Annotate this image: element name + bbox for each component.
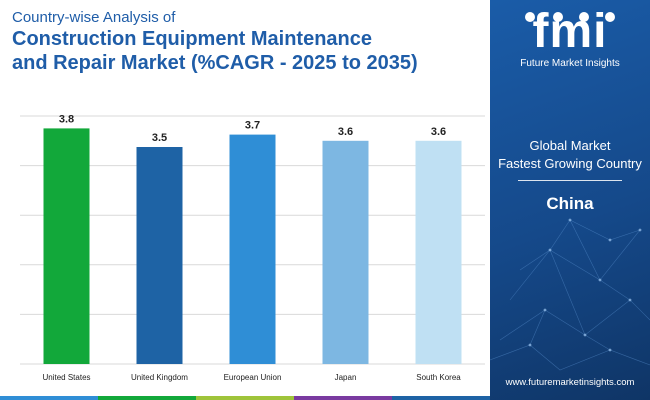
logo-icons (525, 12, 615, 22)
category-label: United States (42, 373, 90, 382)
panel-label-fastest-growing: Fastest Growing Country (498, 156, 642, 171)
category-label: South Korea (416, 373, 461, 382)
bottom-bar-segment (98, 396, 196, 400)
logo-letters: fmi (532, 5, 608, 58)
network-decoration (490, 218, 650, 371)
bars (43, 128, 462, 364)
fmi-logo: fmi Future Market Insights (490, 5, 650, 70)
chart-title-block: Country-wise Analysis of Construction Eq… (12, 8, 482, 75)
category-label: Japan (335, 373, 357, 382)
category-labels: United States United Kingdom European Unio… (42, 373, 461, 382)
bar-japan (322, 140, 369, 364)
bottom-bar-segment (294, 396, 392, 400)
bar-united-kingdom (136, 147, 183, 364)
info-panel: fmi Future Market Insights Global Market… (490, 0, 650, 400)
bar-south-korea (415, 140, 462, 364)
value-label: 3.7 (245, 120, 260, 132)
chart-title-line-2: and Repair Market (%CAGR - 2025 to 2035) (12, 52, 418, 74)
category-label: European Union (224, 373, 282, 382)
website-url: www.futuremarketinsights.com (505, 377, 635, 388)
bottom-bar-segment (0, 396, 98, 400)
value-labels: 3.8 3.5 3.7 3.6 3.6 (59, 113, 446, 144)
category-label: United Kingdom (131, 373, 188, 382)
logo-name: Future Market Insights (520, 58, 620, 69)
panel-label-global-market: Global Market (529, 138, 611, 153)
bar-european-union (229, 134, 276, 364)
bottom-bar-segment (196, 396, 294, 400)
value-label: 3.6 (431, 126, 446, 138)
chart-subtitle: Country-wise Analysis of (12, 9, 176, 26)
chart-title-line-1: Construction Equipment Maintenance (12, 28, 373, 50)
value-label: 3.6 (338, 126, 353, 138)
value-label: 3.8 (59, 113, 74, 125)
bar-united-states (43, 128, 90, 364)
bar-chart: 3.8 3.5 3.7 3.6 3.6 United States United King… (20, 113, 485, 382)
bottom-bar-segment (392, 396, 490, 400)
panel-divider (518, 180, 622, 181)
bottom-color-bar (0, 396, 490, 400)
fastest-growing-country: China (546, 194, 594, 213)
value-label: 3.5 (152, 132, 167, 144)
